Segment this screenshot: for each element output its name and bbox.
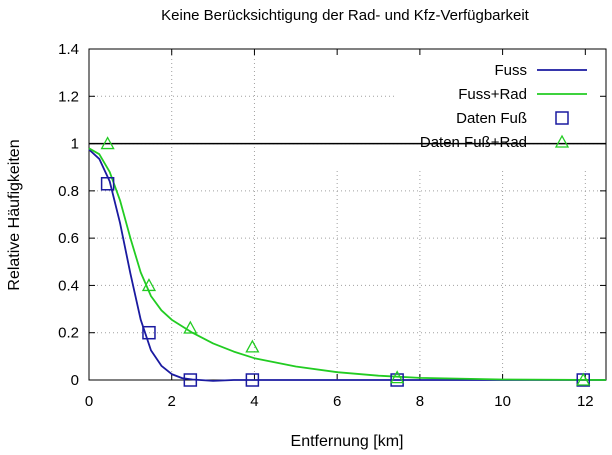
y-tick-label: 0.2 xyxy=(58,325,79,342)
data-point-daten-fuß xyxy=(142,325,156,340)
y-tick-label: 0 xyxy=(71,372,79,389)
x-tick-label: 10 xyxy=(494,393,511,410)
data-point-daten-fuß xyxy=(183,373,198,387)
legend-label: Daten Fuß+Rad xyxy=(420,134,527,151)
legend-swatch xyxy=(555,111,569,125)
plot-area xyxy=(88,136,607,387)
data-point-daten-fuß-rad xyxy=(245,339,260,353)
x-axis-label: Entfernung [km] xyxy=(291,433,404,450)
data-point-daten-fuß-rad xyxy=(100,136,115,150)
x-tick-label: 12 xyxy=(577,393,594,410)
legend: Fuss Fuss+Rad Daten Fuß Daten Fuß+Rad xyxy=(420,62,587,151)
data-point-daten-fuß-rad xyxy=(576,372,591,386)
data-point-daten-fuß-rad xyxy=(183,320,198,334)
y-axis-label: Relative Häufigkeiten xyxy=(6,139,23,290)
x-tick-label: 8 xyxy=(416,393,424,410)
y-tick-label: 1 xyxy=(71,136,79,153)
series-line-fuss-rad xyxy=(88,147,607,381)
data-point-daten-fuß xyxy=(100,177,115,191)
grid xyxy=(89,49,606,380)
data-point-daten-fuß-rad xyxy=(141,278,157,292)
legend-label: Daten Fuß xyxy=(456,110,527,127)
legend-label: Fuss xyxy=(494,62,527,79)
axis-ticks: 0 0.2 0.4 0.6 0.8 1 1.2 1.4 0 2 4 6 8 10 12 xyxy=(58,41,606,410)
plot-frame xyxy=(88,48,607,381)
y-tick-label: 0.4 xyxy=(58,277,79,294)
legend-swatch xyxy=(554,134,570,148)
series-line-fuss xyxy=(88,148,606,382)
y-tick-label: 1.4 xyxy=(58,41,79,58)
y-tick-label: 1.2 xyxy=(58,88,79,105)
x-tick-label: 0 xyxy=(85,393,93,410)
x-tick-label: 6 xyxy=(333,393,341,410)
x-tick-label: 4 xyxy=(250,393,258,410)
data-point-daten-fuß xyxy=(245,373,260,387)
data-point-daten-fuß xyxy=(390,373,404,387)
legend-label: Fuss+Rad xyxy=(458,86,527,103)
x-tick-label: 2 xyxy=(168,393,176,410)
chart-title: Keine Berücksichtigung der Rad- und Kfz-… xyxy=(161,7,530,24)
data-point-daten-fuß-rad xyxy=(390,370,405,384)
y-tick-label: 0.6 xyxy=(58,230,79,247)
y-tick-label: 0.8 xyxy=(58,183,79,200)
